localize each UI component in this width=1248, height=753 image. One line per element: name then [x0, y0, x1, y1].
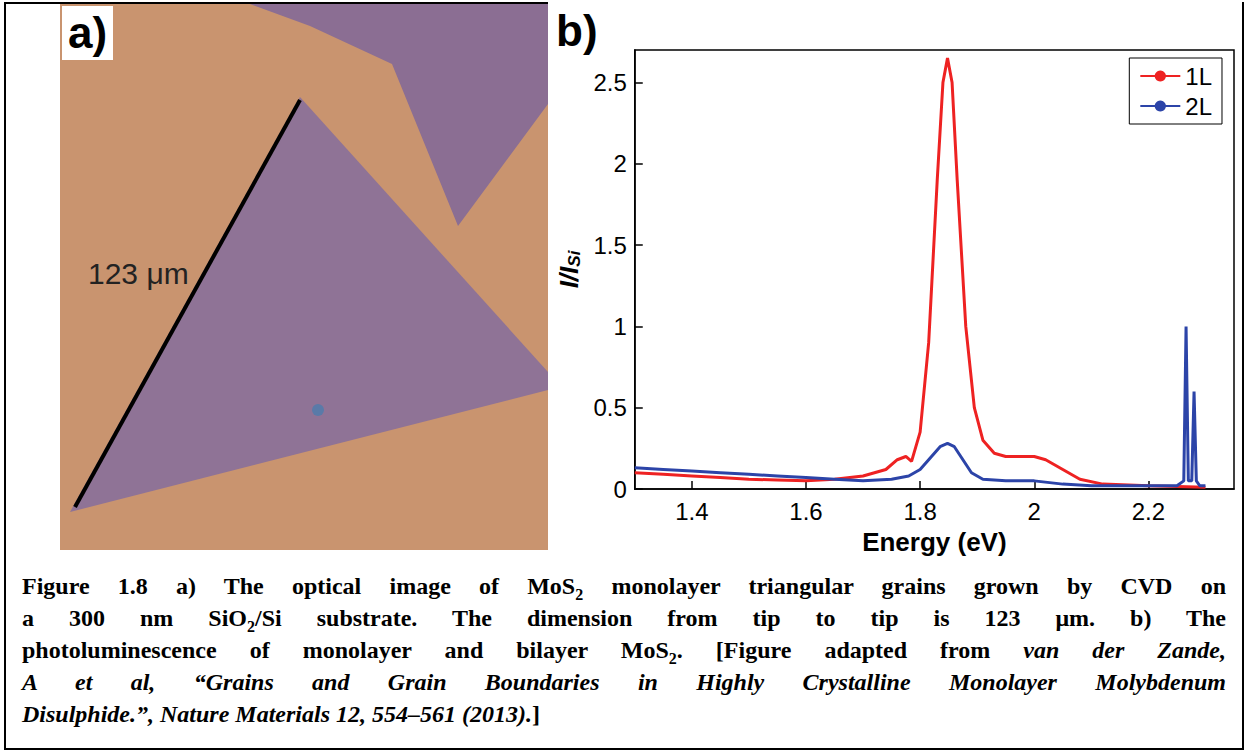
svg-text:1.5: 1.5	[593, 232, 626, 259]
svg-text:2L: 2L	[1185, 93, 1212, 120]
svg-text:2: 2	[613, 150, 626, 177]
html-text:Figure 1.8 a) The optical imag: Figure 1.8 a) The optical image of MoS2m…	[22, 573, 1226, 603]
svg-text:2.2: 2.2	[1132, 498, 1165, 525]
html-text:photoluminescence of monolayer: photoluminescence of monolayer and bilay…	[22, 637, 1226, 667]
svg-text:1.6: 1.6	[789, 498, 822, 525]
svg-text:2: 2	[1028, 498, 1041, 525]
svg-text:123 μm: 123 μm	[88, 257, 189, 290]
svg-text:1: 1	[613, 313, 626, 340]
html-text:A et al, “Grains and Grain Bou: A et al, “Grains and Grain Boundaries in…	[22, 669, 1226, 695]
svg-text:1.4: 1.4	[675, 498, 708, 525]
svg-text:Si: Si	[565, 249, 584, 266]
svg-text:2.5: 2.5	[593, 69, 626, 96]
svg-text:Energy (eV): Energy (eV)	[862, 527, 1007, 557]
html-text:Disulphide.”, Nature Materials: Disulphide.”, Nature Materials 12, 554–5…	[22, 701, 540, 727]
svg-text:I/I: I/I	[554, 266, 584, 288]
svg-text:0: 0	[613, 476, 626, 503]
svg-text:0.5: 0.5	[593, 394, 626, 421]
html-text:a 300 nm SiO2/Si substrate. Th: a 300 nm SiO2/Si substrate. The dimensio…	[22, 605, 1226, 635]
svg-text:1.8: 1.8	[903, 498, 936, 525]
html-text:a): a)	[68, 8, 108, 57]
svg-text:1L: 1L	[1185, 63, 1212, 90]
html-text:b): b)	[556, 6, 598, 55]
